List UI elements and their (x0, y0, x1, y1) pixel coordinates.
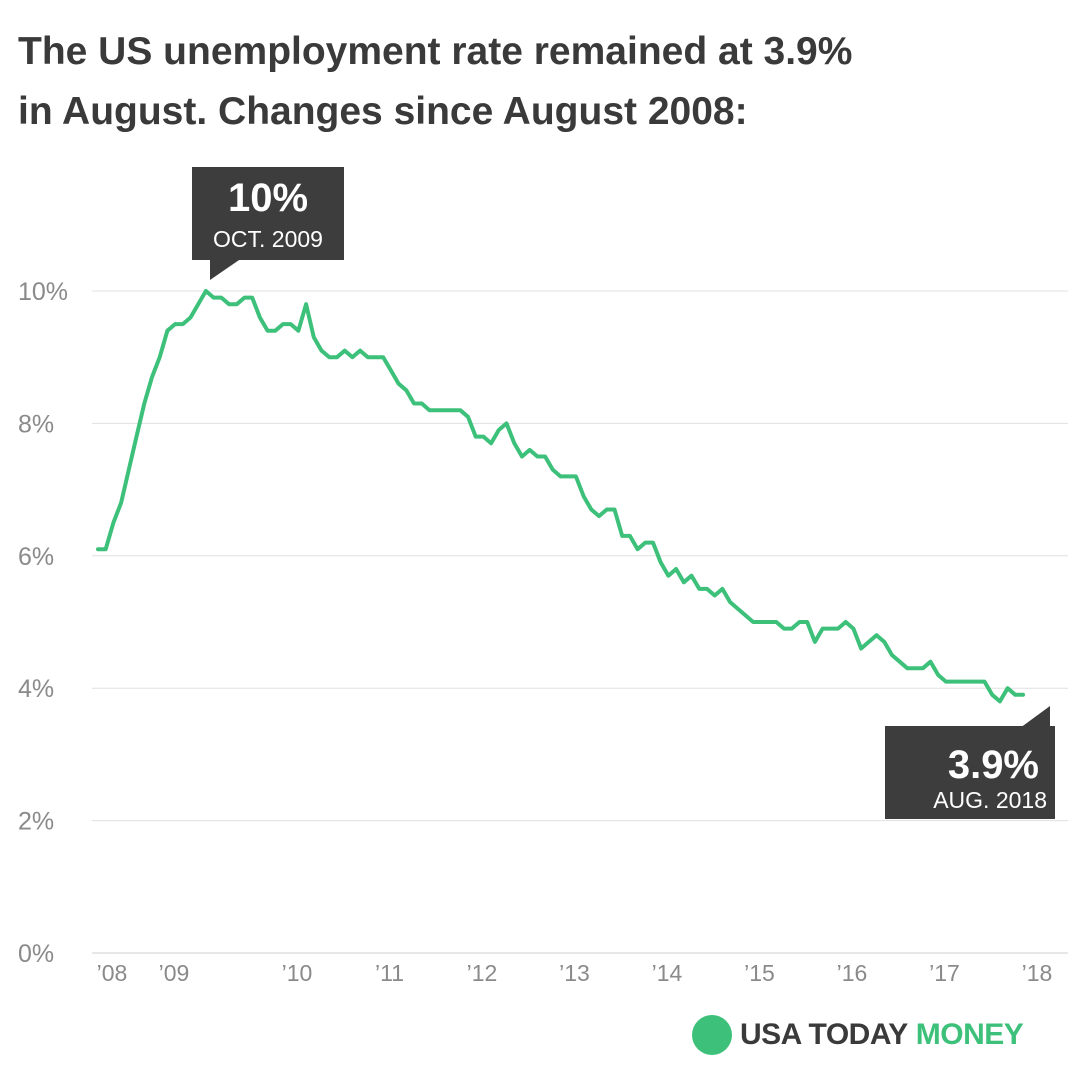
x-tick-label: ’08 (97, 960, 128, 986)
logo-dot-icon (692, 1015, 732, 1055)
y-tick-label: 8% (18, 410, 54, 438)
latest-callout: 3.9% AUG. 2018 (885, 706, 1055, 819)
grid-lines (92, 290, 1068, 954)
x-tick-label: ’09 (159, 960, 190, 986)
x-tick-label: ’13 (559, 960, 590, 986)
x-tick-label: ’12 (467, 960, 498, 986)
x-tick-label: ’18 (1022, 960, 1053, 986)
latest-callout-box (885, 726, 1055, 819)
x-tick-label: ’10 (282, 960, 313, 986)
y-axis-tick-labels: 0% 2% 4% 6% 8% 10% (18, 278, 68, 968)
usa-today-money-logo: USA TODAY MONEY (692, 1015, 1024, 1055)
unemployment-line-chart: 0% 2% 4% 6% 8% 10% ’08 ’09 ’10 ’11 ’12 ’13 ’14 ’15 ’1… (18, 167, 1068, 986)
y-tick-label: 6% (18, 543, 54, 571)
y-tick-label: 0% (18, 940, 54, 968)
peak-callout-pointer (210, 258, 242, 280)
peak-callout-value: 10% (228, 176, 308, 220)
peak-callout-box (192, 167, 344, 260)
series-line-0 (96, 289, 1025, 704)
latest-callout-pointer (1020, 706, 1050, 728)
x-tick-label: ’15 (744, 960, 775, 986)
chart-title-line-1: The US unemployment rate remained at 3.9… (18, 30, 853, 73)
y-tick-label: 10% (18, 278, 68, 306)
peak-callout: 10% OCT. 2009 (192, 167, 344, 280)
chart-title: The US unemployment rate remained at 3.9… (18, 22, 1058, 142)
logo-brand: USA TODAY (740, 1018, 908, 1051)
peak-callout-date: OCT. 2009 (213, 226, 323, 252)
latest-callout-date: AUG. 2018 (933, 787, 1047, 813)
series-layer (96, 289, 1025, 704)
x-tick-label: ’11 (375, 960, 404, 986)
logo-section: MONEY (915, 1018, 1024, 1051)
latest-callout-value: 3.9% (948, 743, 1039, 787)
x-tick-label: ’16 (837, 960, 868, 986)
y-tick-label: 4% (18, 675, 54, 703)
y-tick-label: 2% (18, 808, 54, 836)
x-axis-tick-labels: ’08 ’09 ’10 ’11 ’12 ’13 ’14 ’15 ’16 ’17 ’18 (97, 960, 1053, 986)
x-tick-label: ’17 (929, 960, 960, 986)
chart-title-line-2: in August. Changes since August 2008: (18, 90, 748, 133)
x-tick-label: ’14 (652, 960, 683, 986)
